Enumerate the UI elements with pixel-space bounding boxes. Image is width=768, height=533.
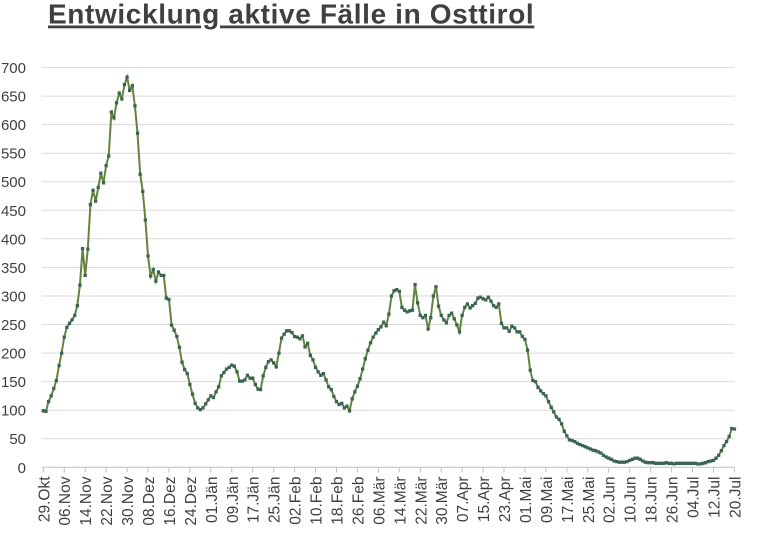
svg-text:450: 450 [1, 203, 26, 220]
svg-text:Entwicklung aktive Fälle in Os: Entwicklung aktive Fälle in Osttirol [48, 0, 534, 30]
svg-text:14.Nov: 14.Nov [78, 476, 95, 525]
svg-text:200: 200 [1, 346, 26, 363]
svg-text:04.Jul: 04.Jul [686, 477, 703, 518]
svg-text:15.Apr: 15.Apr [476, 476, 493, 522]
svg-text:22.Mär: 22.Mär [413, 477, 430, 525]
svg-text:30.Nov: 30.Nov [120, 476, 137, 525]
svg-text:350: 350 [1, 260, 26, 277]
svg-text:07.Apr: 07.Apr [455, 477, 472, 523]
svg-text:300: 300 [1, 289, 26, 306]
svg-text:02.Jun: 02.Jun [602, 477, 619, 524]
svg-text:08.Dez: 08.Dez [141, 477, 158, 526]
svg-text:30.Mär: 30.Mär [434, 477, 451, 525]
svg-text:06.Mär: 06.Mär [371, 477, 388, 525]
svg-text:10.Feb: 10.Feb [309, 477, 326, 525]
svg-text:26.Feb: 26.Feb [350, 477, 367, 525]
svg-text:700: 700 [1, 60, 26, 77]
svg-text:400: 400 [1, 231, 26, 248]
svg-text:20.Jul: 20.Jul [727, 477, 744, 518]
svg-text:18.Feb: 18.Feb [330, 477, 347, 525]
svg-text:02.Feb: 02.Feb [288, 477, 305, 525]
svg-text:01.Mai: 01.Mai [518, 477, 535, 524]
svg-text:10.Jun: 10.Jun [623, 477, 640, 524]
svg-text:600: 600 [1, 117, 26, 134]
svg-text:26.Jun: 26.Jun [665, 477, 682, 524]
svg-text:18.Jun: 18.Jun [644, 477, 661, 524]
svg-text:100: 100 [1, 403, 26, 420]
svg-text:17.Jän: 17.Jän [246, 477, 263, 524]
svg-text:150: 150 [1, 374, 26, 391]
svg-text:650: 650 [1, 89, 26, 106]
svg-text:01.Jän: 01.Jän [204, 477, 221, 524]
svg-text:22.Nov: 22.Nov [99, 476, 116, 525]
svg-text:24.Dez: 24.Dez [183, 477, 200, 526]
svg-text:23.Apr: 23.Apr [497, 477, 514, 523]
svg-text:50: 50 [9, 431, 26, 448]
svg-text:550: 550 [1, 146, 26, 163]
svg-text:06.Nov: 06.Nov [57, 476, 74, 525]
svg-text:14.Mär: 14.Mär [392, 477, 409, 525]
svg-text:25.Mai: 25.Mai [581, 477, 598, 524]
svg-text:25.Jän: 25.Jän [267, 477, 284, 524]
svg-text:250: 250 [1, 317, 26, 334]
svg-text:09.Mai: 09.Mai [539, 477, 556, 524]
svg-text:16.Dez: 16.Dez [162, 477, 179, 526]
svg-text:29.Okt: 29.Okt [36, 476, 53, 522]
svg-text:0: 0 [18, 460, 26, 477]
svg-text:12.Jul: 12.Jul [707, 477, 724, 518]
svg-text:500: 500 [1, 174, 26, 191]
svg-text:17.Mai: 17.Mai [560, 477, 577, 524]
svg-text:09.Jän: 09.Jän [225, 477, 242, 524]
